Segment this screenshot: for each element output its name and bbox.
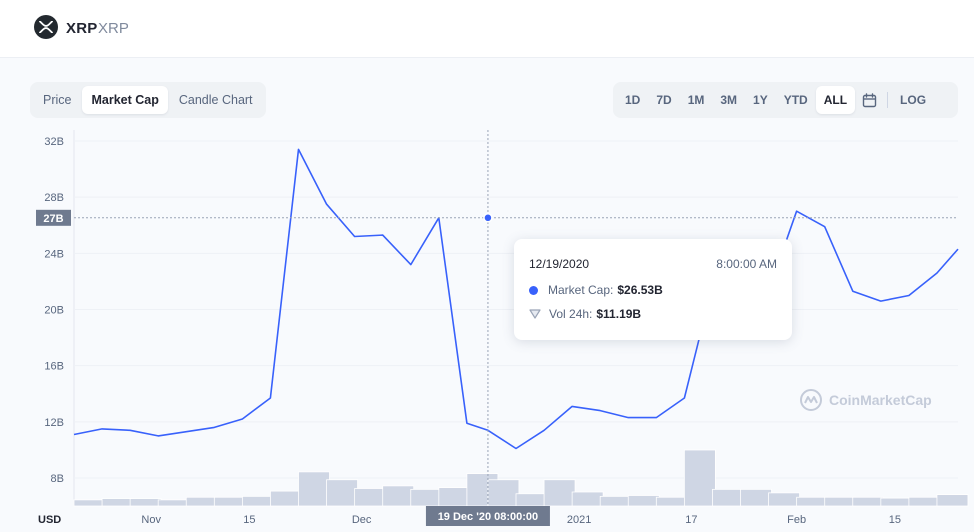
- volume-bar: [185, 496, 218, 507]
- range-7d-button[interactable]: 7D: [656, 93, 672, 107]
- volume-bar: [936, 494, 969, 507]
- volume-bar: [326, 479, 358, 507]
- coinmarketcap-logo-icon: [800, 389, 822, 411]
- volume-bar: [438, 487, 471, 507]
- volume-bar: [712, 488, 744, 507]
- x-tick-label: 17: [685, 514, 697, 526]
- tooltip-market-cap-label: Market Cap:: [548, 283, 614, 297]
- xrp-logo-icon: [34, 15, 58, 39]
- watermark-text: CoinMarketCap: [829, 392, 932, 408]
- volume-bar: [382, 485, 415, 507]
- range-ytd-button[interactable]: YTD: [783, 93, 808, 107]
- y-axis-ticks: 8B 12B 16B 20B 24B 28B 32B USD: [38, 136, 64, 526]
- y-tick-label: 28B: [44, 192, 64, 204]
- tooltip-volume-row: Vol 24h: $11.19B: [529, 307, 641, 321]
- tab-price[interactable]: Price: [43, 93, 72, 107]
- coin-name: XRP: [66, 20, 98, 37]
- tooltip-time: 8:00:00 AM: [716, 257, 777, 271]
- market-cap-line: [73, 148, 959, 450]
- market-cap-line-layer: [73, 148, 959, 450]
- x-axis-ticks: Nov 15 Dec 2021 17 Feb 15: [141, 514, 901, 526]
- volume-bar: [852, 496, 885, 507]
- range-3m-button[interactable]: 3M: [720, 93, 738, 107]
- volume-bar: [796, 496, 829, 507]
- volume-bar: [241, 495, 274, 507]
- range-divider: [887, 92, 889, 108]
- crosshair: 27B 19 Dec '20 08:00:00: [36, 130, 958, 526]
- y-tick-label: 20B: [44, 305, 64, 317]
- volume-bar: [157, 499, 190, 507]
- volume-bar: [515, 493, 548, 507]
- volume-bar: [354, 488, 387, 507]
- volume-bar: [599, 495, 632, 507]
- volume-bar: [410, 488, 443, 507]
- calendar-icon[interactable]: [855, 86, 883, 114]
- crosshair-x-label: 19 Dec '20 08:00:00: [438, 511, 538, 523]
- y-tick-label: 32B: [44, 136, 64, 148]
- currency-label: USD: [38, 514, 61, 526]
- volume-bar: [298, 471, 330, 507]
- range-all-button[interactable]: ALL: [815, 86, 856, 114]
- y-tick-label: 24B: [44, 248, 64, 260]
- x-tick-label: 15: [889, 514, 901, 526]
- tab-market-cap[interactable]: Market Cap: [82, 86, 168, 114]
- volume-bar: [655, 496, 688, 507]
- crosshair-y-label: 27B: [43, 213, 63, 225]
- tooltip-market-cap-row: Market Cap: $26.53B: [529, 283, 663, 297]
- y-tick-label: 16B: [44, 361, 64, 373]
- highlight-point: [483, 213, 493, 223]
- volume-bar: [571, 491, 604, 507]
- range-1m-button[interactable]: 1M: [687, 93, 705, 107]
- tooltip-volume-value: $11.19B: [596, 307, 642, 321]
- x-tick-label: 15: [243, 514, 255, 526]
- volume-bars: [73, 449, 969, 507]
- x-tick-label: Nov: [141, 514, 161, 526]
- volume-bar: [768, 492, 800, 507]
- time-range-selector: 1D 7D 1M 3M 1Y YTD ALL LOG: [613, 82, 958, 118]
- coin-symbol: XRP: [98, 20, 129, 37]
- volume-icon: [529, 309, 541, 319]
- market-cap-dot-icon: [529, 285, 538, 295]
- chart-type-tabs: Price Market Cap Candle Chart: [30, 82, 266, 118]
- range-1d-button[interactable]: 1D: [625, 93, 641, 107]
- log-scale-button[interactable]: LOG: [900, 93, 927, 107]
- coin-header: XRP XRP: [0, 0, 974, 58]
- volume-bar: [880, 497, 913, 507]
- coinmarketcap-watermark: CoinMarketCap: [799, 388, 932, 412]
- gridlines: [73, 130, 958, 506]
- volume-bar: [683, 449, 716, 507]
- data-tooltip: 12/19/2020 8:00:00 AM Market Cap: $26.53…: [514, 239, 792, 340]
- crosshair-x-label-bg: [425, 506, 550, 526]
- volume-bar: [101, 498, 134, 507]
- volume-bar: [824, 496, 857, 507]
- tooltip-volume-label: Vol 24h:: [549, 307, 593, 321]
- volume-bar: [908, 496, 941, 507]
- x-tick-label: 2021: [567, 514, 591, 526]
- crosshair-y-label-bg: [36, 209, 71, 226]
- volume-bar: [487, 479, 520, 507]
- tooltip-date: 12/19/2020: [529, 257, 590, 271]
- volume-bar: [270, 490, 302, 507]
- y-tick-label: 8B: [51, 473, 64, 485]
- y-tick-label: 12B: [44, 417, 64, 429]
- volume-bar: [627, 495, 660, 507]
- tab-candle-chart[interactable]: Candle Chart: [178, 93, 253, 107]
- x-tick-label: Feb: [787, 514, 806, 526]
- volume-bar: [543, 479, 576, 507]
- range-1y-button[interactable]: 1Y: [753, 93, 768, 107]
- volume-bar: [73, 499, 106, 507]
- x-tick-label: Dec: [352, 514, 372, 526]
- volume-bar: [740, 488, 772, 507]
- volume-bar: [129, 498, 162, 507]
- tooltip-market-cap-value: $26.53B: [617, 283, 663, 297]
- chart-panel: Price Market Cap Candle Chart 1D 7D 1M 3…: [0, 58, 974, 532]
- volume-bar: [213, 496, 246, 507]
